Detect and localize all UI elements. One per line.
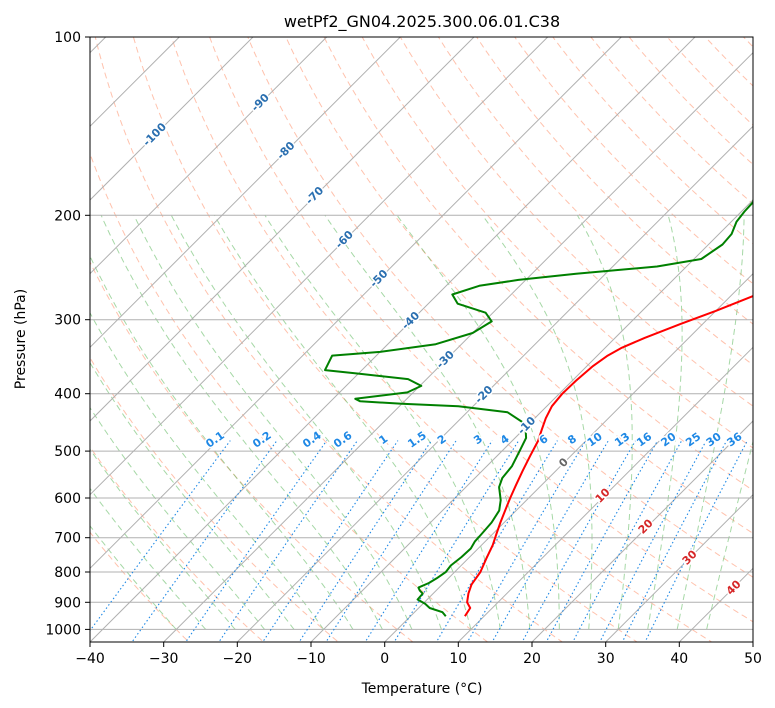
dry-adiabat bbox=[94, 37, 564, 642]
x-tick-label: 20 bbox=[523, 651, 541, 667]
dry-adiabat bbox=[247, 37, 753, 578]
mixing-ratio-line bbox=[644, 440, 748, 642]
x-axis-label: Temperature (°C) bbox=[361, 681, 483, 697]
x-tick-label: −40 bbox=[75, 651, 105, 667]
mixing-ratio-line bbox=[621, 440, 728, 642]
dry-adiabat bbox=[170, 37, 713, 642]
dry-adiabat bbox=[90, 446, 265, 642]
dry-adiabat bbox=[285, 37, 753, 535]
profile-series bbox=[324, 195, 753, 617]
isotherm-line bbox=[90, 37, 401, 349]
skewed-isotherms bbox=[90, 37, 753, 642]
mixing-ratio-line bbox=[325, 440, 457, 642]
y-tick-label: 200 bbox=[54, 208, 81, 224]
isotherm-line bbox=[236, 125, 753, 642]
x-tick-label: 40 bbox=[670, 651, 688, 667]
y-tick-label: 700 bbox=[54, 531, 81, 547]
moist-adiabat bbox=[264, 215, 501, 630]
isotherm-line bbox=[531, 420, 753, 642]
mixing-ratio-line bbox=[545, 440, 659, 642]
mixing-ratio-line bbox=[491, 440, 609, 642]
y-tick-label: 1000 bbox=[45, 622, 81, 638]
mixing-ratio-line bbox=[262, 440, 399, 642]
isotherm-line bbox=[90, 37, 328, 275]
y-tick-label: 100 bbox=[54, 30, 81, 46]
x-tick-label: 50 bbox=[744, 651, 762, 667]
dry-adiabat bbox=[476, 37, 753, 325]
y-axis-ticks: 100 200 300 400 500 600 700 800 900 1000 bbox=[45, 30, 90, 638]
pressure-gridlines bbox=[90, 37, 753, 630]
x-tick-label: 10 bbox=[449, 651, 467, 667]
isotherm-line bbox=[90, 37, 696, 642]
mixing-ratio-line bbox=[364, 440, 493, 642]
isotherm-line bbox=[457, 346, 753, 642]
moist-adiabat bbox=[170, 215, 442, 630]
isotherm-line bbox=[90, 37, 622, 570]
moist-adiabat bbox=[90, 311, 324, 630]
isotherm-line bbox=[384, 272, 753, 642]
isotherm-line bbox=[90, 37, 254, 201]
x-tick-label: 30 bbox=[597, 651, 615, 667]
mixing-ratio-line bbox=[435, 440, 558, 642]
mixing-ratio-line bbox=[131, 440, 278, 642]
chart-title: wetPf2_GN04.2025.300.06.01.C38 bbox=[284, 12, 560, 32]
dry-adiabat bbox=[90, 531, 190, 642]
y-tick-label: 600 bbox=[54, 491, 81, 507]
mixing-ratio-line bbox=[298, 440, 432, 642]
y-tick-label: 500 bbox=[54, 444, 81, 460]
x-tick-label: −10 bbox=[296, 651, 326, 667]
dry-adiabat bbox=[90, 356, 340, 642]
isotherm-line bbox=[605, 493, 753, 642]
dry-adiabat bbox=[209, 37, 753, 623]
isotherm-line bbox=[90, 37, 549, 496]
profile-line bbox=[324, 195, 753, 617]
dry-adiabat bbox=[437, 37, 753, 366]
mixing-ratio-lines bbox=[90, 440, 748, 642]
mixing-ratio-line bbox=[599, 440, 707, 642]
dry-adiabat bbox=[132, 37, 638, 642]
dry-adiabat bbox=[90, 260, 414, 642]
profile-line bbox=[464, 294, 753, 617]
x-tick-label: 0 bbox=[380, 651, 389, 667]
x-axis-ticks: −40 −30 −20 −10 0 10 20 30 40 50 bbox=[75, 642, 762, 667]
mixing-ratio-line bbox=[572, 440, 683, 642]
isotherm-line bbox=[310, 199, 753, 642]
y-tick-label: 900 bbox=[54, 595, 81, 611]
isotherm-line bbox=[90, 37, 475, 422]
y-tick-label: 800 bbox=[54, 565, 81, 581]
x-tick-label: −30 bbox=[149, 651, 179, 667]
y-axis-label: Pressure (hPa) bbox=[13, 289, 29, 389]
plot-frame bbox=[89, 36, 754, 643]
mixing-ratio-line bbox=[466, 440, 587, 642]
isotherm-line bbox=[163, 51, 753, 642]
y-tick-label: 300 bbox=[54, 313, 81, 329]
x-tick-label: −20 bbox=[223, 651, 253, 667]
y-tick-label: 400 bbox=[54, 387, 81, 403]
mixing-ratio-line bbox=[521, 440, 637, 642]
dry-adiabat bbox=[399, 37, 753, 407]
